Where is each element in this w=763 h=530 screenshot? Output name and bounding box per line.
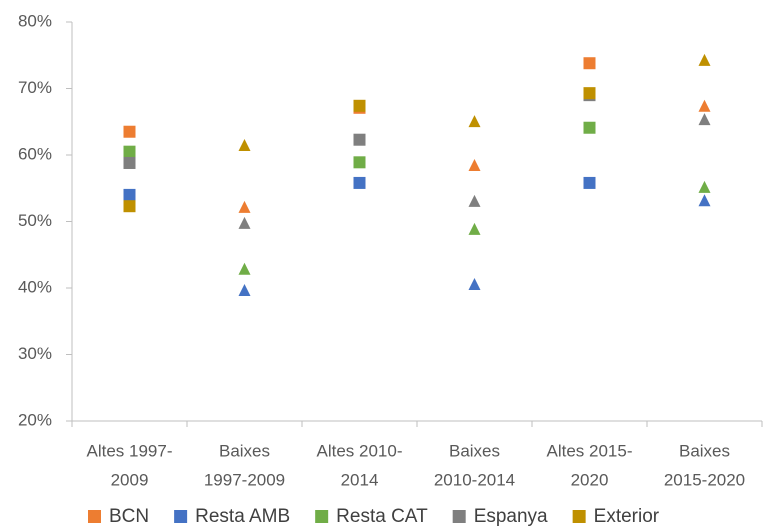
legend-label: Resta AMB [195,506,290,527]
legend-swatch [88,510,101,523]
point [468,115,481,128]
legend-label: Espanya [474,506,548,527]
x-tick-label: 2015-2020 [664,470,745,489]
point [123,200,136,213]
x-tick-label: Altes 1997- [87,441,173,460]
point [238,262,251,275]
y-tick-label: 80% [18,11,52,30]
x-tick-label: Altes 2010- [317,441,403,460]
point [468,278,481,291]
y-tick-label: 40% [18,277,52,296]
point [238,139,251,152]
point [468,222,481,235]
point [123,156,136,169]
legend-swatch [452,510,466,523]
point [698,180,711,193]
point [353,176,366,189]
point [583,87,596,100]
point [583,176,596,189]
x-tick-label: Baixes [449,441,500,460]
legend-swatch [315,510,329,523]
x-tick-label: 2014 [341,470,379,489]
legend-label: Resta CAT [336,506,428,527]
x-tick-label: Baixes [219,441,270,460]
legend-label: Exterior [594,506,660,527]
y-tick-label: 70% [18,78,52,97]
point [468,194,481,207]
legend-label: BCN [109,506,149,527]
y-tick-label: 20% [18,410,52,429]
point [583,121,596,134]
x-tick-label: 2020 [571,470,609,489]
point [353,99,366,112]
x-tick-label: 1997-2009 [204,470,285,489]
point [238,216,251,229]
y-tick-label: 50% [18,211,52,230]
point [353,133,366,146]
point [698,194,711,207]
y-tick-label: 30% [18,344,52,363]
point [123,125,136,138]
point [583,57,596,70]
legend-swatch [572,510,586,523]
y-tick-label: 60% [18,144,52,163]
point [698,53,711,66]
point [123,145,136,158]
point [238,200,251,213]
point [353,156,366,169]
point [698,99,711,112]
x-tick-label: Altes 2015- [547,441,633,460]
point [123,188,136,201]
legend-swatch [174,510,188,523]
point [698,113,711,126]
x-tick-label: 2009 [111,470,149,489]
x-tick-label: 2010-2014 [434,470,515,489]
point [468,158,481,171]
x-tick-label: Baixes [679,441,730,460]
point [238,283,251,296]
